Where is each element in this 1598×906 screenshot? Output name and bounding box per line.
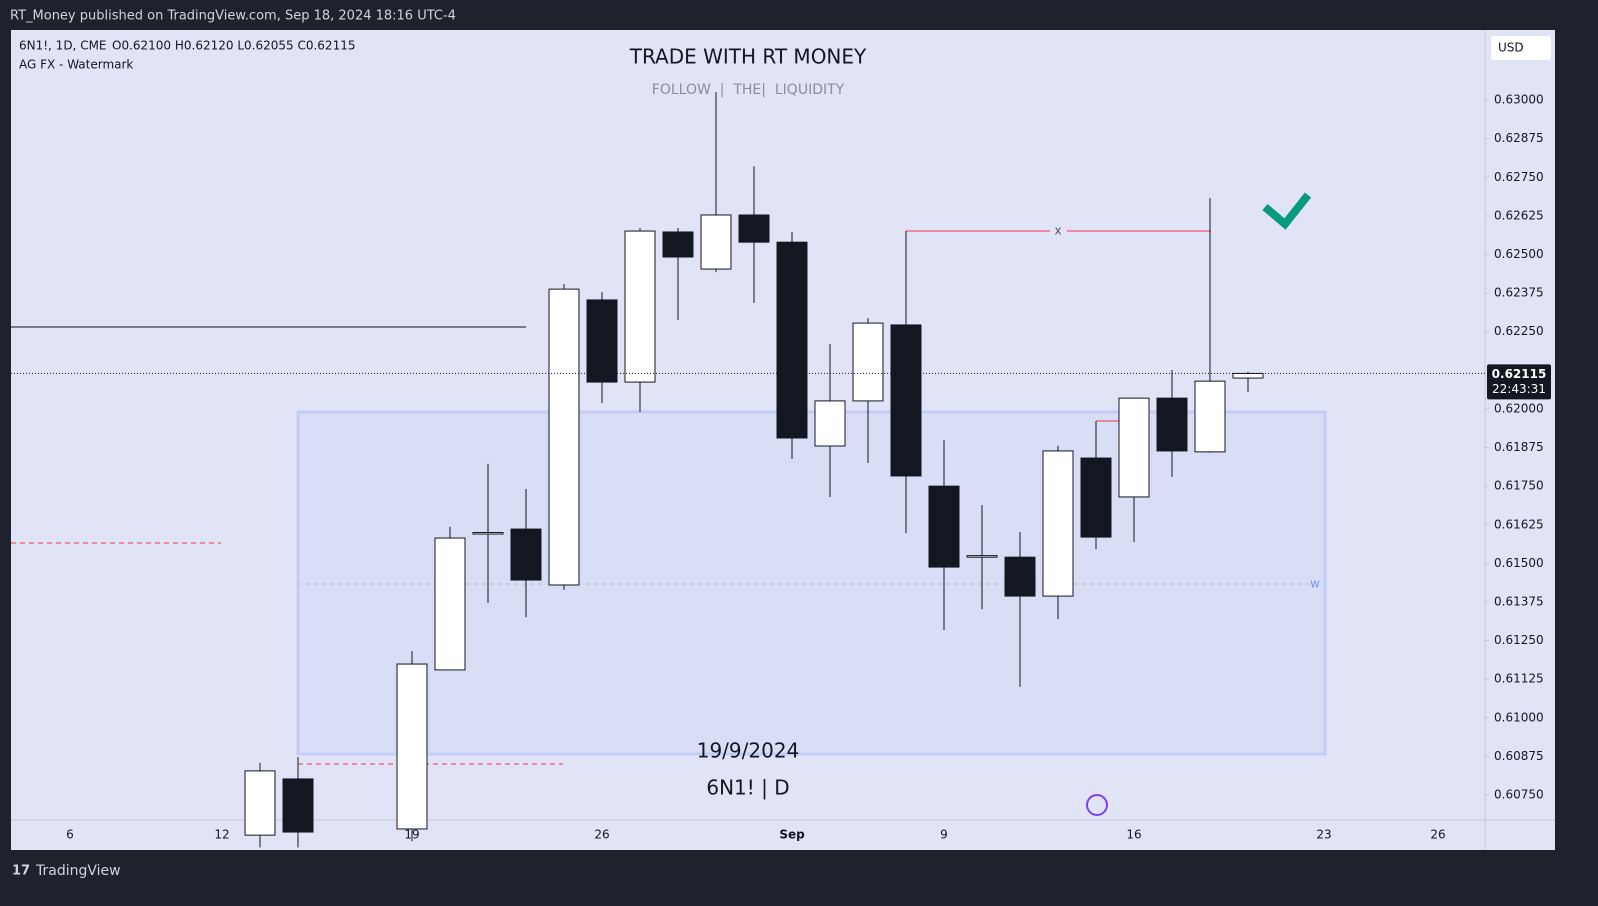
y-tick-label: 0.62500 bbox=[1494, 247, 1544, 261]
candle-body bbox=[1156, 397, 1188, 452]
brand: TradingView bbox=[35, 863, 121, 879]
candle-body bbox=[396, 663, 428, 830]
candle-body bbox=[1042, 450, 1074, 597]
y-tick-label: 0.63000 bbox=[1494, 93, 1544, 107]
y-tick-label: 0.61625 bbox=[1494, 517, 1544, 531]
candle-body bbox=[852, 322, 884, 402]
brand-logo: 17 bbox=[12, 864, 30, 879]
ohlc-legend: O0.62100 H0.62120 L0.62055 C0.62115 bbox=[112, 39, 355, 53]
y-tick-label: 0.62625 bbox=[1494, 208, 1544, 222]
y-tick-label: 0.62250 bbox=[1494, 324, 1544, 338]
plot-background bbox=[11, 30, 1555, 850]
candle-body bbox=[510, 528, 542, 581]
candle-body bbox=[586, 299, 618, 383]
x-tick-label: 23 bbox=[1316, 828, 1331, 842]
x-tick-label: 9 bbox=[940, 828, 948, 842]
y-tick-label: 0.60875 bbox=[1494, 749, 1544, 763]
candle-body bbox=[1080, 457, 1112, 538]
watermark-title: TRADE WITH RT MONEY bbox=[629, 45, 867, 69]
x-tick-label: Sep bbox=[779, 828, 805, 842]
candle-body bbox=[1118, 397, 1150, 498]
check-icon bbox=[1262, 192, 1312, 230]
candle-body bbox=[700, 214, 732, 270]
candle-body bbox=[890, 324, 922, 477]
x-tick-label: 6 bbox=[66, 828, 74, 842]
y-tick-label: 0.61375 bbox=[1494, 594, 1544, 608]
candle-body bbox=[814, 400, 846, 447]
candle-body bbox=[662, 231, 694, 258]
annotation: 19/9/2024 bbox=[697, 739, 800, 763]
symbol: 6N1!, 1D, CME bbox=[19, 39, 107, 53]
x-tick-label: 26 bbox=[594, 828, 609, 842]
y-tick-label: 0.61125 bbox=[1494, 672, 1544, 686]
y-tick-label: 0.62375 bbox=[1494, 286, 1544, 300]
publisher: RT_Money published on TradingView.com, S… bbox=[10, 9, 456, 24]
x-tick-label: 12 bbox=[214, 828, 229, 842]
price-label: 0.62115 bbox=[1492, 367, 1547, 381]
candle-body bbox=[966, 555, 998, 558]
candle-body bbox=[472, 531, 504, 535]
zone-rectangle bbox=[296, 410, 1327, 756]
y-tick-label: 0.61750 bbox=[1494, 479, 1544, 493]
annotation: x bbox=[1054, 224, 1061, 238]
candle-body bbox=[1194, 380, 1226, 453]
replay-icon[interactable] bbox=[1086, 794, 1108, 816]
candle-body bbox=[282, 778, 314, 833]
annotation: w bbox=[1310, 577, 1320, 591]
y-tick-label: 0.62875 bbox=[1494, 131, 1544, 145]
currency: USD bbox=[1498, 41, 1524, 55]
candle-body bbox=[1004, 556, 1036, 597]
y-tick-label: 0.61875 bbox=[1494, 440, 1544, 454]
y-tick-label: 0.61250 bbox=[1494, 633, 1544, 647]
candle-body bbox=[548, 288, 580, 586]
countdown: 22:43:31 bbox=[1492, 382, 1546, 396]
currency-button[interactable] bbox=[1491, 36, 1551, 60]
x-tick-label: 26 bbox=[1430, 828, 1445, 842]
y-tick-label: 0.62750 bbox=[1494, 170, 1544, 184]
annotation: 6N1! | D bbox=[706, 776, 789, 800]
y-tick-label: 0.61000 bbox=[1494, 710, 1544, 724]
candle-body bbox=[738, 214, 770, 243]
watermark-subtitle: FOLLOW | THE| LIQUIDITY bbox=[652, 82, 845, 98]
indicator: AG FX - Watermark bbox=[19, 58, 133, 72]
candle-body bbox=[1232, 372, 1264, 379]
candle-body bbox=[928, 485, 960, 568]
candle-body bbox=[434, 537, 466, 671]
candle-body bbox=[776, 241, 808, 439]
y-tick-label: 0.60750 bbox=[1494, 787, 1544, 801]
y-tick-label: 0.62000 bbox=[1494, 401, 1544, 415]
price-label-box bbox=[1487, 364, 1551, 400]
x-tick-label: 16 bbox=[1126, 828, 1141, 842]
candle-body bbox=[244, 770, 276, 836]
y-tick-label: 0.61500 bbox=[1494, 556, 1544, 570]
drawings bbox=[11, 230, 1327, 765]
candle-body bbox=[624, 230, 656, 383]
